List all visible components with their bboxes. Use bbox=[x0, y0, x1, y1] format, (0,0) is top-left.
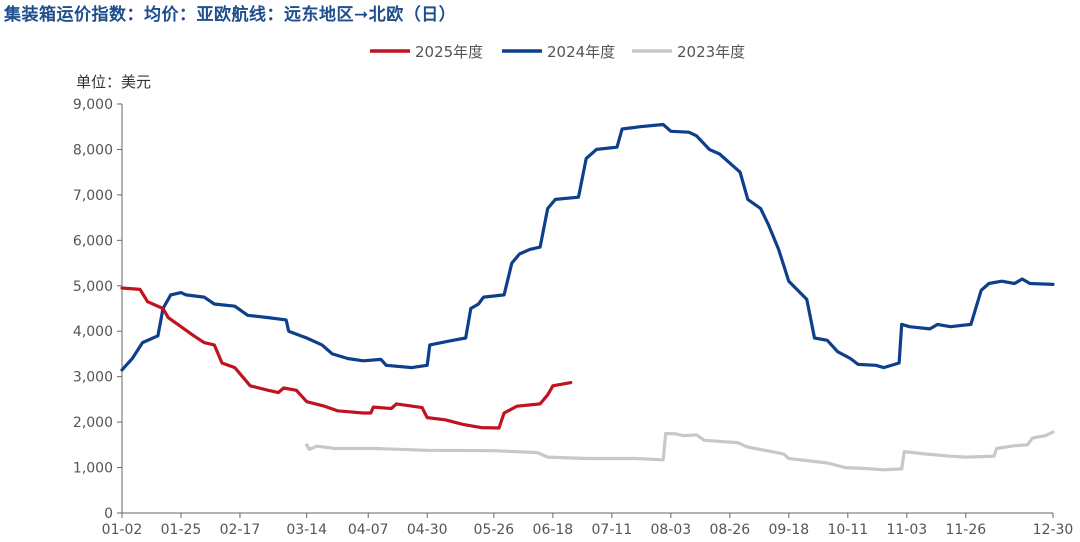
x-tick-label: 08-26 bbox=[709, 522, 750, 538]
x-tick-label: 06-18 bbox=[533, 522, 574, 538]
x-tick-label: 12-30 bbox=[1033, 522, 1074, 538]
legend-item: 2023年度 bbox=[632, 43, 745, 61]
y-tick-label: 5,000 bbox=[73, 279, 113, 295]
x-tick-label: 04-30 bbox=[407, 522, 448, 538]
legend-item: 2024年度 bbox=[502, 43, 615, 61]
y-tick-label: 3,000 bbox=[73, 370, 113, 386]
x-tick-label: 07-11 bbox=[592, 522, 633, 538]
chart-title: 集装箱运价指数：均价：亚欧航线：远东地区➞北欧（日） bbox=[4, 5, 457, 25]
x-tick-label: 11-03 bbox=[886, 522, 927, 538]
x-tick-label: 09-18 bbox=[768, 522, 809, 538]
x-tick-label: 05-26 bbox=[474, 522, 515, 538]
unit-label: 单位：美元 bbox=[76, 73, 151, 91]
y-tick-label: 4,000 bbox=[73, 324, 113, 340]
y-tick-label: 9,000 bbox=[73, 97, 113, 113]
x-tick-label: 03-14 bbox=[286, 522, 327, 538]
x-tick-label: 01-25 bbox=[161, 522, 202, 538]
x-tick-label: 10-11 bbox=[827, 522, 868, 538]
y-tick-label: 7,000 bbox=[73, 188, 113, 204]
y-tick-label: 2,000 bbox=[73, 415, 113, 431]
legend-label: 2024年度 bbox=[547, 43, 615, 61]
series-line-2024年度 bbox=[120, 122, 1055, 372]
legend-label: 2025年度 bbox=[415, 43, 483, 61]
axes: 0 1,000 2,000 3,000 4,000 5,000 6,000 7,000 8,00… bbox=[73, 97, 1073, 538]
legend-item: 2025年度 bbox=[370, 43, 483, 61]
series-line-2023年度 bbox=[305, 430, 1055, 472]
x-tick-label: 11-26 bbox=[945, 522, 986, 538]
series-layer bbox=[120, 122, 1055, 472]
y-tick-label: 1,000 bbox=[73, 461, 113, 477]
legend: 2025年度 2024年度 2023年度 bbox=[370, 43, 745, 61]
x-tick-label: 08-03 bbox=[651, 522, 692, 538]
y-tick-label: 0 bbox=[104, 506, 113, 522]
x-tick-label: 02-17 bbox=[220, 522, 261, 538]
series-line-2025年度 bbox=[120, 286, 573, 430]
x-tick-label: 01-02 bbox=[102, 522, 143, 538]
y-tick-label: 6,000 bbox=[73, 233, 113, 249]
x-tick-label: 04-07 bbox=[348, 522, 389, 538]
legend-label: 2023年度 bbox=[677, 43, 745, 61]
y-tick-label: 8,000 bbox=[73, 142, 113, 158]
